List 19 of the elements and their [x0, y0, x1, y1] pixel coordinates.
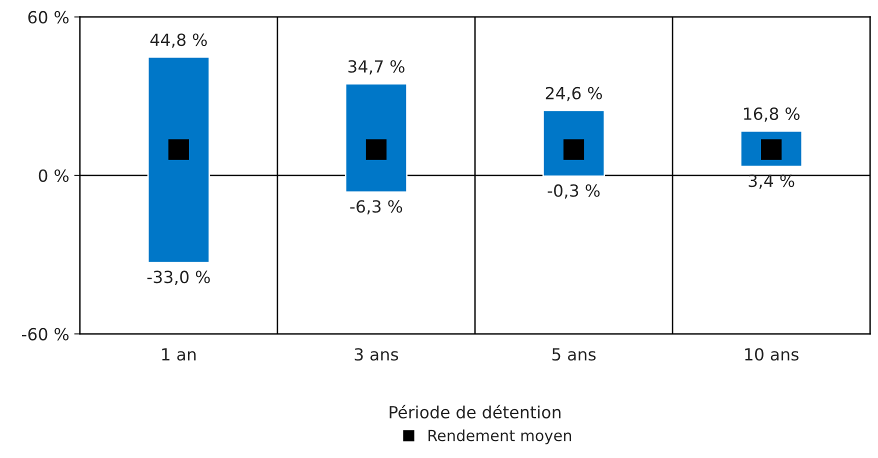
x-tick-label: 3 ans	[354, 348, 398, 361]
bar	[344, 83, 408, 193]
x-tick-label: 1 an	[162, 348, 196, 361]
y-tick-label: 0 %	[38, 169, 69, 182]
y-tick-label: 60 %	[28, 10, 69, 24]
annotation: -6,3 %	[350, 200, 402, 214]
annotation: -33,0 %	[147, 270, 210, 285]
y-tick-label: -60 %	[22, 328, 69, 340]
annotation: 24,6 %	[546, 86, 602, 102]
x-tick-label: 5 ans	[552, 348, 596, 361]
annotation: 34,7 %	[348, 60, 404, 74]
annotation: 16,8 %	[744, 107, 800, 122]
annotation: -0,3 %	[548, 184, 600, 199]
annotation: 3,4 %	[748, 174, 794, 189]
bar	[147, 56, 210, 264]
x-axis-title: Période de détention	[390, 404, 560, 418]
x-tick-label: 10 ans	[745, 348, 798, 361]
legend-label: Rendement moyen	[428, 429, 572, 444]
annotation: 44,8 %	[150, 33, 207, 48]
